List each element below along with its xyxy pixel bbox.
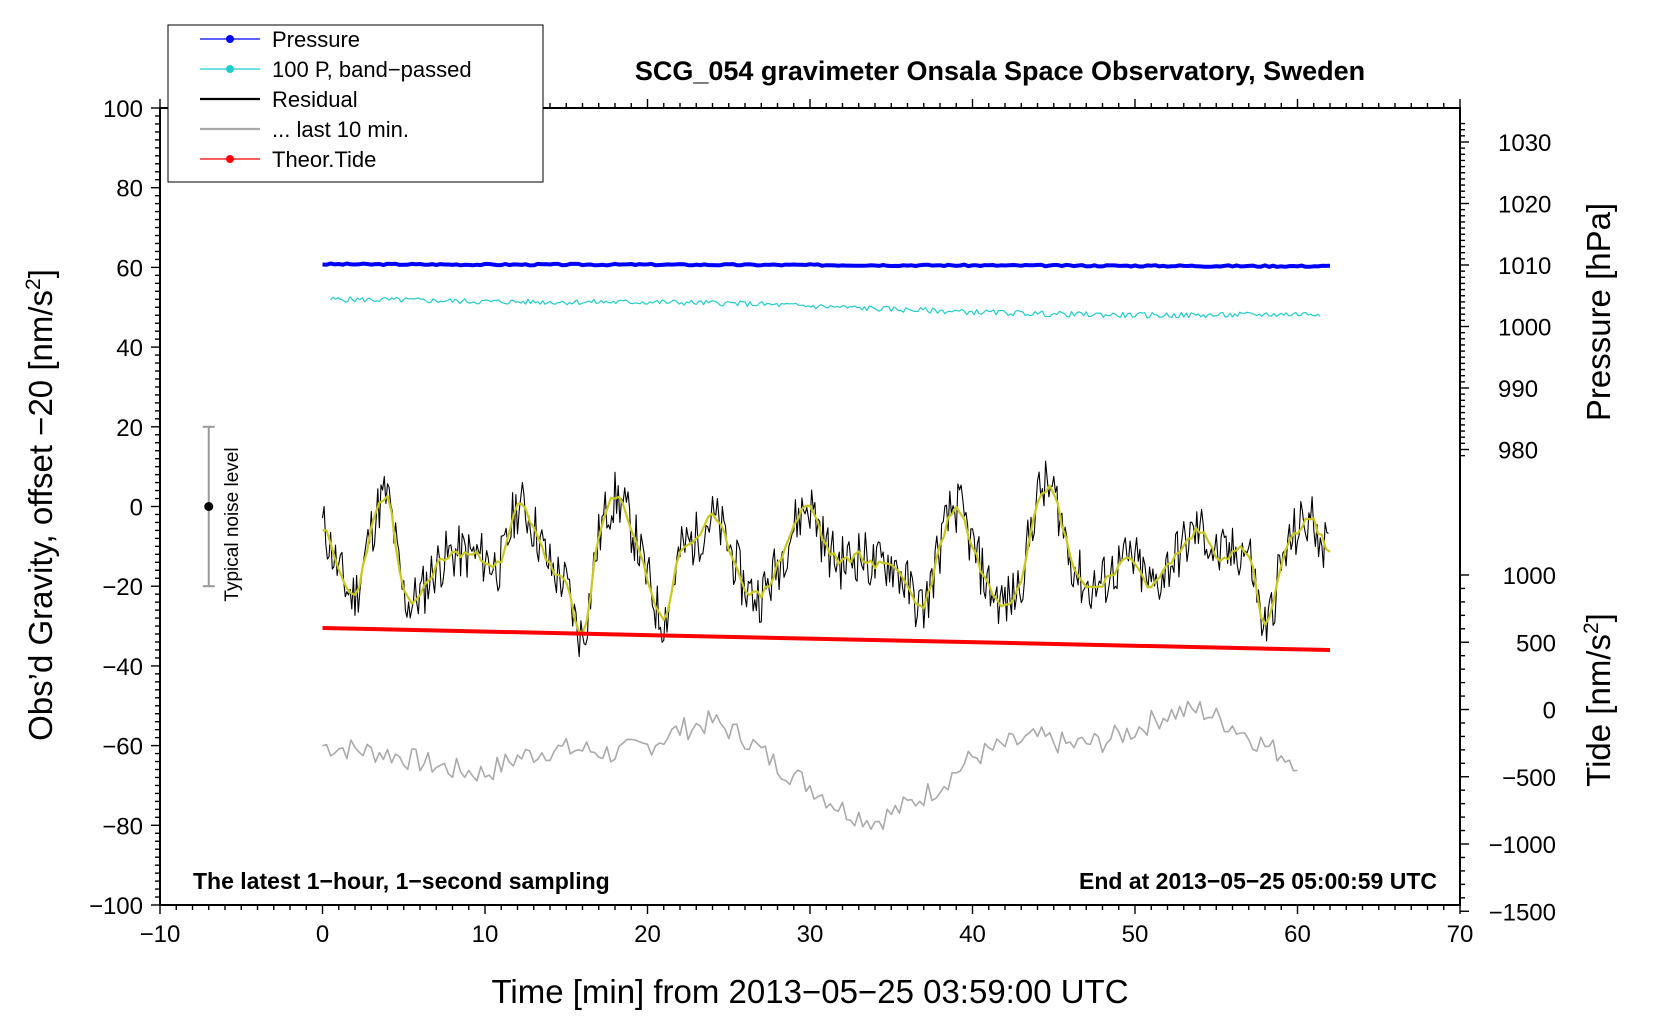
- noise-bar-center-dot: [204, 502, 214, 511]
- annotation-left: The latest 1−hour, 1−second sampling: [193, 868, 610, 894]
- pressure-tick-label: 990: [1498, 376, 1538, 403]
- y-tick-label: 20: [116, 415, 143, 442]
- series-layer: [321, 261, 1331, 830]
- x-tick-label: −10: [140, 921, 181, 948]
- plot-frame: [159, 107, 1461, 906]
- x-tick-label: 30: [797, 921, 824, 948]
- series-residual-smoothed: [322, 484, 1331, 635]
- x-tick-label: 40: [959, 921, 986, 948]
- x-tick-label: 0: [316, 921, 329, 948]
- y-axis-label-sup: 2: [22, 278, 45, 290]
- y-axis-label: Obs’d Gravity, offset −20 [nm/s2]: [22, 269, 59, 741]
- x-tick-label: 20: [634, 921, 661, 948]
- x-tick-label: 70: [1447, 921, 1474, 948]
- y-tick-label: −80: [102, 813, 143, 840]
- tide-tick-label: 500: [1516, 630, 1556, 657]
- tide-tick-label: −1500: [1489, 899, 1556, 926]
- pressure-tick-label: 1000: [1498, 315, 1551, 342]
- y-tick-label: 0: [130, 495, 143, 522]
- y-tick-label: 100: [103, 96, 143, 123]
- series-residual: [321, 460, 1329, 658]
- legend-marker: [226, 35, 234, 43]
- noise-level-indicator: [202, 425, 215, 588]
- x-axis-label: Time [min] from 2013−05−25 03:59:00 UTC: [491, 973, 1128, 1010]
- tide-axis-label-main: Tide [nm/s: [1580, 634, 1617, 787]
- legend-label: 100 P, band−passed: [272, 57, 472, 82]
- tide-axis-label: Tide [nm/s2]: [1580, 613, 1617, 787]
- series-theoretical-tide: [322, 626, 1331, 652]
- legend-marker: [226, 155, 234, 163]
- y-tick-label: 40: [116, 335, 143, 362]
- y-tick-label: 60: [116, 255, 143, 282]
- tide-axis-label-sup: 2: [1580, 622, 1603, 634]
- annotation-right: End at 2013−05−25 05:00:59 UTC: [1079, 868, 1437, 894]
- pressure-tick-label: 1030: [1498, 130, 1551, 157]
- y-tick-label: −20: [102, 574, 143, 601]
- y-tick-label: 80: [116, 176, 143, 203]
- legend-label: Theor.Tide: [272, 147, 376, 172]
- y-tick-label: −40: [102, 654, 143, 681]
- tick-labels: −10 0 10 20 30 40 50 60 70100806040200−20−40−60−…: [89, 96, 1556, 948]
- tide-tick-label: −1000: [1489, 832, 1556, 859]
- y-tick-label: −100: [89, 893, 143, 920]
- tide-axis-label-tail: ]: [1580, 613, 1617, 622]
- tide-tick-label: −500: [1502, 765, 1556, 792]
- y-tick-label: −60: [102, 734, 143, 761]
- series-pressure-band-passed: [330, 296, 1321, 319]
- noise-level-label: Typical noise level: [222, 447, 243, 601]
- legend-label: Pressure: [272, 27, 360, 52]
- pressure-axis-label: Pressure [hPa]: [1580, 203, 1617, 421]
- x-tick-label: 60: [1284, 921, 1311, 948]
- legend-marker: [226, 65, 234, 73]
- legend: Pressure 100 P, band−passed Residual ... la…: [167, 24, 544, 183]
- legend-label: Residual: [272, 87, 358, 112]
- pressure-tick-label: 980: [1498, 438, 1538, 465]
- legend-label: ... last 10 min.: [272, 117, 409, 142]
- y-axis-label-main: Obs’d Gravity, offset −20 [nm/s: [22, 290, 59, 741]
- y-axis-label-tail: ]: [22, 269, 59, 278]
- series-pressure: [322, 261, 1331, 269]
- series-last-10-min: [322, 700, 1298, 830]
- tide-tick-label: 1000: [1503, 563, 1556, 590]
- x-tick-label: 50: [1122, 921, 1149, 948]
- tide-tick-label: 0: [1543, 698, 1556, 725]
- pressure-tick-label: 1020: [1498, 192, 1551, 219]
- x-tick-label: 10: [472, 921, 499, 948]
- pressure-tick-label: 1010: [1498, 253, 1551, 280]
- chart-title: SCG_054 gravimeter Onsala Space Observat…: [635, 56, 1365, 86]
